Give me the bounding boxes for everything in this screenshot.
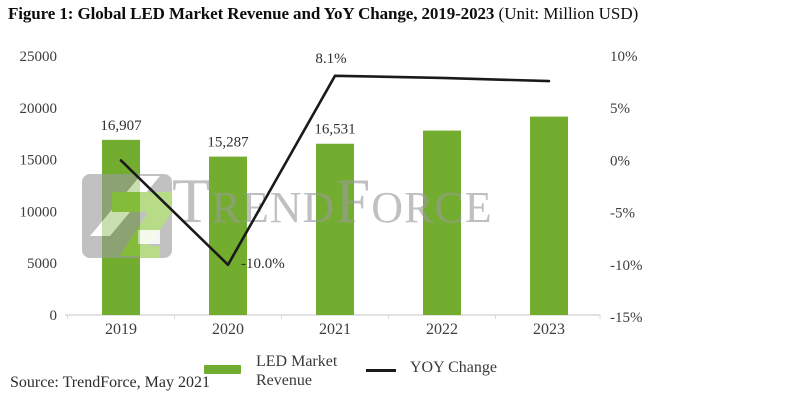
watermark-text: TrendForce xyxy=(172,166,493,236)
right-axis-tick-label: 10% xyxy=(610,49,638,65)
revenue-legend-label: LED Market Revenue xyxy=(256,353,338,389)
left-axis-tick-label: 5000 xyxy=(27,256,57,272)
x-axis-category-label: 2021 xyxy=(319,321,351,338)
trendforce-logo-icon xyxy=(82,174,172,258)
x-axis-category-label: 2020 xyxy=(212,321,244,338)
yoy-line-layer xyxy=(119,74,551,267)
left-axis-tick-label: 0 xyxy=(50,308,58,324)
source-note: Source: TrendForce, May 2021 xyxy=(10,374,210,391)
revenue-bar-2022 xyxy=(423,130,461,315)
x-axis-category-label: 2022 xyxy=(426,321,458,338)
revenue-bar-2023 xyxy=(530,116,568,315)
figure-title-main: Figure 1: Global LED Market Revenue and … xyxy=(8,4,495,23)
yoy-legend-label: YOY Change xyxy=(410,359,497,376)
right-axis-tick-label: -15% xyxy=(610,310,643,326)
chart-legend: LED Market Revenue YOY Change xyxy=(0,350,800,394)
right-axis-tick-label: -5% xyxy=(610,206,635,222)
left-axis-tick-label: 10000 xyxy=(20,204,58,220)
yoy-change-line xyxy=(119,74,551,267)
trendforce-watermark: TrendForce xyxy=(82,166,493,258)
bar-value-label-2020: 15,287 xyxy=(207,135,249,151)
figure-title: Figure 1: Global LED Market Revenue and … xyxy=(8,4,638,24)
left-axis-tick-label: 15000 xyxy=(20,153,58,169)
x-axis-category-label: 2019 xyxy=(105,321,137,338)
yoy-value-label-2020: -10.0% xyxy=(241,256,285,272)
right-axis-tick-label: -10% xyxy=(610,258,643,274)
revenue-bar-2021 xyxy=(316,143,354,315)
left-axis-tick-label: 25000 xyxy=(20,49,58,65)
revenue-bar-2020 xyxy=(209,156,247,315)
right-axis-tick-label: 0% xyxy=(610,153,630,169)
yoy-value-label-2021: 8.1% xyxy=(315,51,346,67)
x-axis-category-label: 2023 xyxy=(533,321,565,338)
axes: 0 5000 10000 15000 20000 25000 -15% -10% -5% 0% 5%… xyxy=(20,49,643,338)
revenue-legend-swatch xyxy=(204,365,241,374)
yoy-legend-swatch xyxy=(366,369,396,372)
data-labels-layer: 16,907 15,287 16,531 -10.0% 8.1% xyxy=(100,51,355,272)
right-axis-tick-label: 5% xyxy=(610,101,630,117)
bar-value-label-2019: 16,907 xyxy=(100,118,142,134)
bar-value-label-2021: 16,531 xyxy=(314,122,355,138)
figure-title-unit: (Unit: Million USD) xyxy=(494,4,639,23)
left-axis-tick-label: 20000 xyxy=(20,101,58,117)
